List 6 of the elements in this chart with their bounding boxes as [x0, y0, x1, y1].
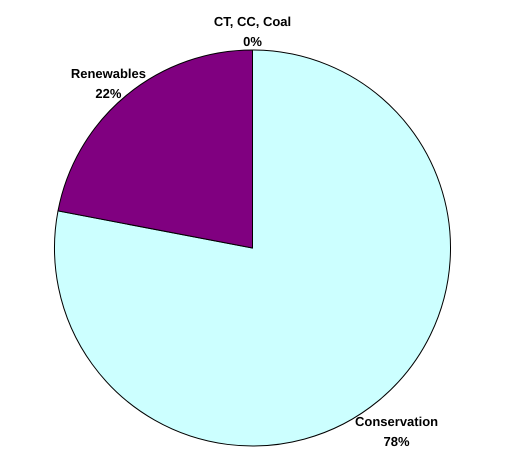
- data-label: 22%: [95, 86, 122, 101]
- slice-label: Renewables: [70, 66, 146, 81]
- slice-label: Conservation: [355, 414, 438, 430]
- data-label: 78%: [384, 434, 410, 450]
- category-label: CT, CC, Coal: [214, 14, 292, 29]
- text: 0%: [243, 34, 262, 49]
